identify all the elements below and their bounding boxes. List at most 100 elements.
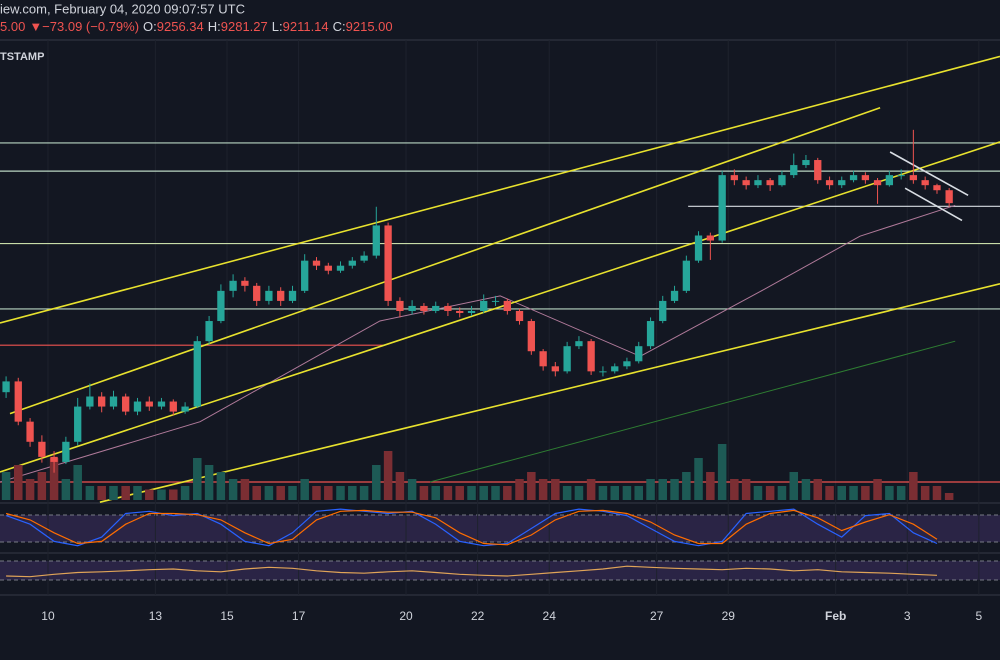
volume-bar xyxy=(920,486,930,500)
volume-bar xyxy=(240,479,250,500)
volume-bar xyxy=(551,479,560,500)
volume-bar xyxy=(372,465,381,500)
candle-body xyxy=(861,175,870,181)
candle-body xyxy=(253,285,261,301)
volume-bar xyxy=(204,465,214,500)
x-tick-label: 10 xyxy=(41,609,55,623)
plot: 10 13 15 17 20 22 24 27 29 Feb 3 5 xyxy=(0,40,1000,623)
trend-line xyxy=(0,55,1000,324)
volume-bar xyxy=(765,486,775,500)
volume-bar xyxy=(312,486,321,500)
volume-bar xyxy=(431,486,440,500)
candle-body xyxy=(575,341,583,347)
candle-body xyxy=(265,290,273,301)
quote-change: ▼−73.09 (−0.79%) xyxy=(29,19,139,34)
volume-bar xyxy=(574,486,584,500)
volume-bar xyxy=(383,451,393,500)
x-tick-label: 27 xyxy=(650,609,664,623)
candle-body xyxy=(694,235,703,261)
x-tick-label: 24 xyxy=(543,609,557,623)
volume-bar xyxy=(586,479,596,500)
candle-body xyxy=(730,175,738,181)
candle-body xyxy=(838,180,846,186)
candle-body xyxy=(336,265,345,271)
volume-bar xyxy=(694,458,703,500)
candle-body xyxy=(14,381,22,422)
candle-body xyxy=(563,346,571,372)
volume-bar xyxy=(145,489,154,500)
chart-title: iew.com, February 04, 2020 09:07:57 UTC xyxy=(0,1,245,16)
volume-bar xyxy=(801,479,811,500)
candle-body xyxy=(324,265,332,271)
quote-field-value: 9256.34 xyxy=(157,19,204,34)
x-tick-label: Feb xyxy=(825,609,846,623)
candle-body xyxy=(38,441,46,457)
candle-body xyxy=(348,260,356,266)
volume-bar xyxy=(562,486,572,500)
candle-body xyxy=(527,321,535,352)
candle-body xyxy=(802,160,810,166)
trend-line xyxy=(0,141,1000,473)
candle-body xyxy=(599,371,607,373)
candle-body xyxy=(742,180,750,186)
volume-bar xyxy=(157,489,166,500)
candle-body xyxy=(706,235,714,241)
volume-bar xyxy=(873,479,882,500)
candle-body xyxy=(491,300,500,302)
candle-body xyxy=(301,260,309,291)
candle-body xyxy=(814,160,822,181)
volume-bar xyxy=(264,486,274,500)
volume-bar xyxy=(13,465,23,500)
x-tick-label: 13 xyxy=(149,609,163,623)
volume-bar xyxy=(85,486,95,500)
volume-bar xyxy=(825,486,834,500)
candle-body xyxy=(480,300,488,311)
candle-body xyxy=(372,225,380,256)
trend-line xyxy=(889,151,969,196)
candle-body xyxy=(467,310,476,313)
volume-bar xyxy=(1,472,11,500)
volume-bar xyxy=(133,486,142,500)
volume-bar xyxy=(944,493,954,500)
candle-body xyxy=(181,406,189,412)
volume-bar xyxy=(419,486,429,500)
candle-body xyxy=(659,300,667,322)
candle-body xyxy=(193,341,201,407)
candle-body xyxy=(133,401,142,412)
candle-body xyxy=(682,260,691,291)
volume-bar xyxy=(121,486,130,500)
volume-bar xyxy=(193,458,202,500)
candle-body xyxy=(623,361,631,367)
volume-bar xyxy=(598,486,608,500)
volume-bar xyxy=(407,479,417,500)
rsi-band xyxy=(0,561,1000,580)
volume-bar xyxy=(527,472,536,500)
candle-body xyxy=(360,255,368,261)
volume-bar xyxy=(455,486,464,500)
moving-average xyxy=(429,340,956,483)
candle-body xyxy=(229,280,237,291)
candle-body xyxy=(909,175,918,181)
volume-bar xyxy=(658,479,667,500)
candle-body xyxy=(921,180,929,186)
candle-body xyxy=(646,321,655,347)
volume-bar xyxy=(896,486,906,500)
volume-bar xyxy=(276,486,285,500)
volume-bar xyxy=(443,486,453,500)
volume-bar xyxy=(97,486,106,500)
candle-body xyxy=(241,280,249,286)
quote-field-label: H: xyxy=(208,19,221,34)
candle-body xyxy=(86,396,94,407)
x-tick-label: 17 xyxy=(292,609,306,623)
candle-body xyxy=(396,300,404,311)
x-tick-label: 3 xyxy=(904,609,911,623)
candle-body xyxy=(157,401,166,407)
candle-body xyxy=(2,381,10,393)
volume-bar xyxy=(717,444,727,500)
candle-body xyxy=(432,305,440,311)
volume-bar xyxy=(336,486,345,500)
quote-field-label: L: xyxy=(272,19,283,34)
candle-body xyxy=(145,401,153,407)
volume-bar xyxy=(515,479,524,500)
